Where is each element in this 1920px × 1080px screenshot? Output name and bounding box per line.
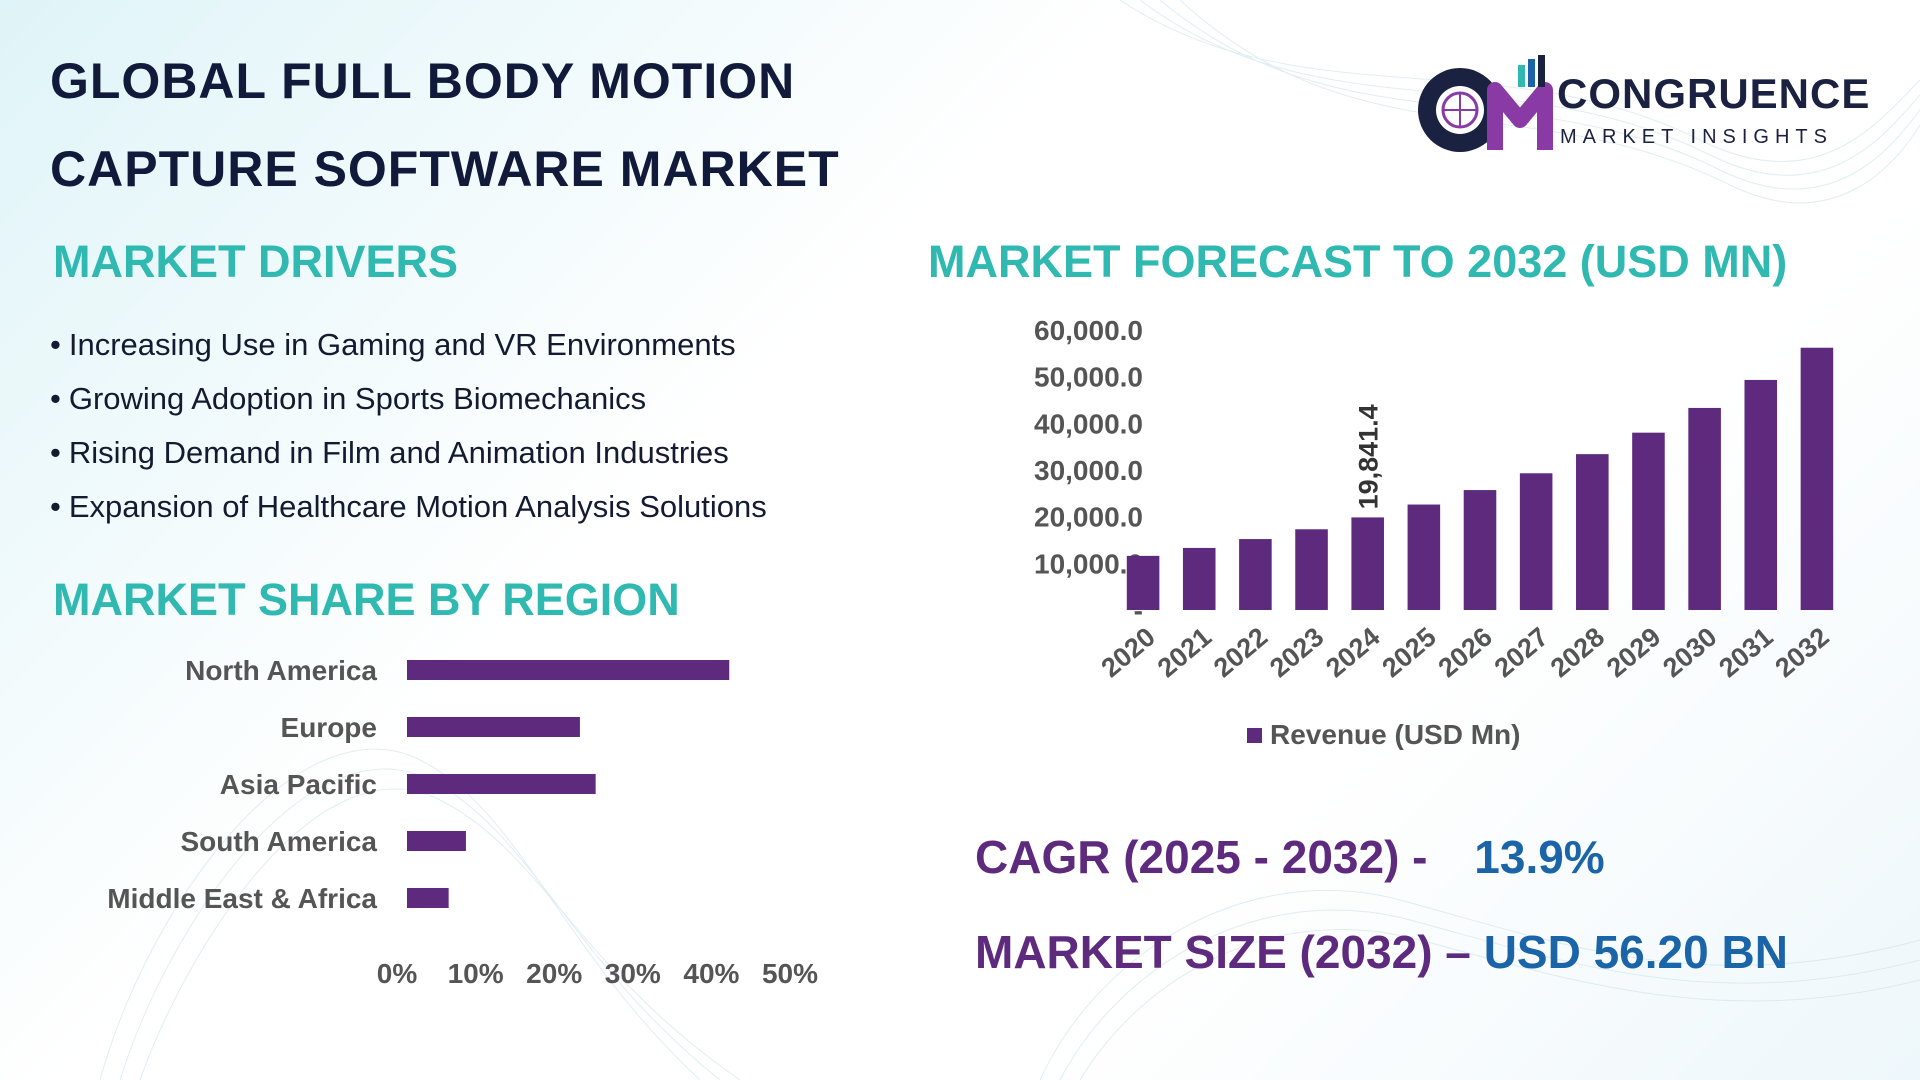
bullet-icon: • [50, 489, 61, 524]
market-size-label: MARKET SIZE (2032) – [975, 926, 1471, 978]
data-label-2024: 19,841.4 [1354, 404, 1384, 509]
driver-text: Growing Adoption in Sports Biomechanics [68, 381, 647, 416]
bar-2025 [1407, 504, 1441, 610]
region-bar [407, 660, 730, 680]
x-tick-label: 30% [605, 958, 661, 989]
y-tick-label: 30,000.0 [1034, 455, 1143, 486]
bar-2028 [1576, 454, 1609, 610]
driver-text: Increasing Use in Gaming and VR Environm… [68, 327, 736, 362]
market-share-heading: MARKET SHARE BY REGION [53, 574, 680, 625]
x-tick-label: 0% [377, 958, 418, 989]
region-label: South America [180, 826, 377, 857]
bar-2030 [1688, 407, 1721, 610]
logo-name: CONGRUENCE [1557, 70, 1871, 117]
x-tick-label: 2029 [1601, 622, 1666, 684]
bar-2031 [1744, 379, 1778, 610]
legend-swatch [1247, 728, 1262, 743]
region-label: North America [185, 655, 377, 686]
bar-2024 [1351, 517, 1384, 610]
page-title-line-2: CAPTURE SOFTWARE MARKET [50, 141, 840, 197]
bar-2027 [1519, 473, 1553, 610]
driver-text: Expansion of Healthcare Motion Analysis … [68, 489, 767, 524]
x-tick-label: 2025 [1376, 622, 1441, 684]
region-bar [407, 717, 580, 737]
y-tick-label: - [1134, 595, 1143, 626]
cagr-label: CAGR (2025 - 2032) - [975, 831, 1428, 883]
page-title-line-1: GLOBAL FULL BODY MOTION [50, 53, 796, 109]
bullet-icon: • [50, 435, 61, 470]
region-share-bar-chart: North America Europe Asia Pacific South Ame… [107, 650, 818, 989]
bullet-icon: • [50, 381, 61, 416]
x-tick-label: 20% [526, 958, 582, 989]
region-bar [407, 888, 449, 908]
bar-2026 [1463, 490, 1497, 610]
driver-item: • Expansion of Healthcare Motion Analysis… [50, 484, 767, 538]
bar-2022 [1239, 539, 1272, 610]
region-label: Middle East & Africa [107, 883, 377, 914]
bar-2023 [1295, 529, 1328, 610]
driver-text: Rising Demand in Film and Animation Indu… [68, 435, 729, 470]
cagr-row: CAGR (2025 - 2032) - 13.9% [975, 830, 1605, 884]
x-tick-label: 2031 [1713, 622, 1778, 684]
region-bar [407, 831, 466, 851]
region-label: Europe [281, 712, 377, 743]
logo-tagline: MARKET INSIGHTS [1560, 126, 1833, 148]
bar-2020 [1126, 555, 1160, 610]
legend-label: Revenue (USD Mn) [1270, 719, 1520, 750]
congruence-logo-icon [1418, 55, 1553, 152]
drivers-list: • Increasing Use in Gaming and VR Environ… [50, 322, 767, 538]
market-size-row: MARKET SIZE (2032) – USD 56.20 BN [975, 925, 1788, 979]
bar-2032 [1800, 347, 1834, 610]
x-tick-label: 2022 [1208, 622, 1273, 684]
x-tick-label: 2032 [1769, 622, 1834, 684]
market-drivers-heading: MARKET DRIVERS [53, 236, 459, 287]
y-tick-label: 50,000.0 [1034, 362, 1143, 393]
x-tick-label: 50% [762, 958, 818, 989]
x-tick-label: 2028 [1545, 622, 1610, 684]
x-tick-label: 2023 [1264, 622, 1329, 684]
forecast-bar-chart: - 10,000.0 20,000.0 30,000.0 40,000.0 50,000.… [1034, 315, 1835, 750]
x-tick-label: 2026 [1433, 622, 1498, 684]
region-label: Asia Pacific [220, 769, 377, 800]
driver-item: • Growing Adoption in Sports Biomechanics [50, 376, 767, 430]
y-tick-label: 10,000.0 [1034, 548, 1143, 579]
market-size-value: USD 56.20 BN [1483, 926, 1788, 978]
y-tick-label: 60,000.0 [1034, 315, 1143, 346]
x-tick-label: 2021 [1152, 622, 1217, 684]
cagr-value: 13.9% [1474, 831, 1605, 883]
x-tick-label: 2024 [1320, 622, 1385, 684]
y-tick-label: 20,000.0 [1034, 502, 1143, 533]
bar-2029 [1632, 432, 1665, 610]
market-forecast-heading: MARKET FORECAST TO 2032 (USD MN) [928, 236, 1788, 287]
driver-item: • Increasing Use in Gaming and VR Environ… [50, 322, 767, 376]
x-tick-label: 10% [448, 958, 504, 989]
x-tick-label: 40% [683, 958, 739, 989]
x-tick-label: 2027 [1489, 622, 1554, 684]
driver-item: • Rising Demand in Film and Animation Ind… [50, 430, 767, 484]
region-bar [407, 774, 596, 794]
x-tick-label: 2020 [1096, 622, 1161, 684]
x-tick-label: 2030 [1657, 622, 1722, 684]
y-tick-label: 40,000.0 [1034, 408, 1143, 439]
bullet-icon: • [50, 327, 61, 362]
bar-2021 [1182, 547, 1216, 610]
